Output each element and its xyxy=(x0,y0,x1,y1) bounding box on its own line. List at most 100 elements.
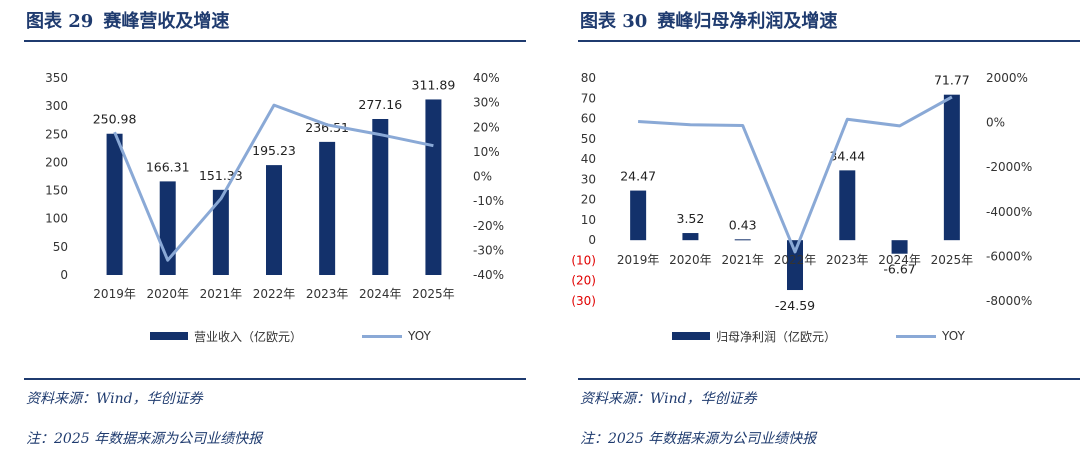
revenue-chart-panel: 图表 29 赛峰营收及增速 0 50 100 150 200 250 300 350 -40% -3… xyxy=(0,0,526,459)
figure-title-text: 赛峰营收及增速 xyxy=(103,11,230,32)
x-category-label: 2020年 xyxy=(146,287,189,301)
legend-bar-label: 归母净利润（亿欧元） xyxy=(716,329,837,344)
y-left-tick-label: 100 xyxy=(45,212,68,226)
y-left-tick-label: 60 xyxy=(581,112,596,126)
bar-data-label: 195.23 xyxy=(252,143,296,158)
source-note: 资料来源：Wind，华创证券 xyxy=(580,391,757,407)
bar-data-label: 236.51 xyxy=(305,120,349,135)
x-category-label: 2025年 xyxy=(412,287,455,301)
bar xyxy=(425,99,442,275)
source-divider xyxy=(24,378,526,380)
y-right-tick-label: -2000% xyxy=(986,160,1032,174)
bar-data-label: 311.89 xyxy=(412,77,456,92)
legend-line-swatch xyxy=(362,334,403,338)
x-category-label: 2025年 xyxy=(931,253,974,267)
bar-data-label: 24.47 xyxy=(620,169,656,184)
y-left-tick-label: 80 xyxy=(581,71,596,85)
y-left-tick-label: 70 xyxy=(581,91,596,105)
bar xyxy=(891,240,908,254)
bar-data-label: -24.59 xyxy=(775,298,815,313)
legend-bar-swatch xyxy=(150,332,188,340)
y-left-tick-label: 350 xyxy=(45,71,68,85)
bar-data-label: 34.44 xyxy=(829,148,865,163)
footnote: 注：2025 年数据来源为公司业绩快报 xyxy=(580,431,817,447)
y-right-tick-label: 0% xyxy=(986,116,1005,130)
y-right-tick-label: 40% xyxy=(473,71,500,85)
bar-data-label: 250.98 xyxy=(93,112,137,127)
x-category-label: 2022年 xyxy=(774,253,817,267)
y-left-tick-label: (10) xyxy=(571,253,596,267)
net-profit-chart-panel: 图表 30 赛峰归母净利润及增速 (30) (20) (10) 0 10 20 30 40 50 6… xyxy=(554,0,1080,459)
chart-legend: 营业收入（亿欧元） YOY xyxy=(150,326,431,346)
x-category-label: 2023年 xyxy=(306,287,349,301)
source-divider xyxy=(578,378,1080,380)
y-left-tick-label: 40 xyxy=(581,152,596,166)
y-right-tick-label: -40% xyxy=(473,268,504,282)
bar xyxy=(839,170,856,241)
bar-data-label: 166.31 xyxy=(146,159,190,174)
y-right-tick-label: 0% xyxy=(473,170,492,184)
figure-number: 图表 30 xyxy=(580,11,648,32)
yoy-line xyxy=(113,103,434,262)
bar-data-label: -6.67 xyxy=(883,262,915,277)
y-right-tick-label: -30% xyxy=(473,243,504,257)
net-profit-chart: (30) (20) (10) 0 10 20 30 40 50 60 70 80 -8000% -6000… xyxy=(571,71,1032,313)
legend-bar-swatch xyxy=(672,332,710,340)
y-right-tick-label: -10% xyxy=(473,194,504,208)
y-left-tick-label: 250 xyxy=(45,127,68,141)
y-right-tick-label: -20% xyxy=(473,219,504,233)
x-category-label: 2023年 xyxy=(826,253,869,267)
bar xyxy=(787,240,803,291)
bar xyxy=(212,189,229,275)
figure-title: 图表 29 赛峰营收及增速 xyxy=(26,8,229,36)
figure-title: 图表 30 赛峰归母净利润及增速 xyxy=(580,8,837,36)
x-category-label: 2020年 xyxy=(669,253,712,267)
bar-data-label: 277.16 xyxy=(358,97,402,112)
y-right-tick-label: 10% xyxy=(473,145,500,159)
bar xyxy=(106,133,123,275)
y-left-tick-label: (30) xyxy=(571,294,596,308)
bar xyxy=(682,233,699,241)
legend-line-label: YOY xyxy=(942,329,965,343)
y-right-tick-label: 20% xyxy=(473,120,500,134)
bar xyxy=(943,94,960,241)
bar-data-label: 71.77 xyxy=(934,73,970,88)
yoy-line xyxy=(638,95,953,254)
bar xyxy=(319,141,336,275)
x-category-label: 2024年 xyxy=(359,287,402,301)
y-left-tick-label: 50 xyxy=(581,132,596,146)
chart-legend: 归母净利润（亿欧元） YOY xyxy=(672,326,965,346)
figure-number: 图表 29 xyxy=(26,11,94,32)
y-right-tick-label: -8000% xyxy=(986,294,1032,308)
x-category-label: 2019年 xyxy=(617,253,660,267)
legend-bar-label: 营业收入（亿欧元） xyxy=(194,329,303,344)
bar xyxy=(372,118,389,276)
x-category-label: 2022年 xyxy=(253,287,296,301)
source-note: 资料来源：Wind，华创证券 xyxy=(26,391,203,407)
y-right-tick-label: 30% xyxy=(473,96,500,110)
bar xyxy=(734,239,751,241)
y-left-tick-label: 0 xyxy=(60,268,68,282)
y-left-tick-label: (20) xyxy=(571,274,596,288)
x-category-label: 2021年 xyxy=(200,287,243,301)
y-right-tick-label: -6000% xyxy=(986,249,1032,263)
figure-title-text: 赛峰归母净利润及增速 xyxy=(657,11,838,32)
y-left-tick-label: 20 xyxy=(581,193,596,207)
footnote: 注：2025 年数据来源为公司业绩快报 xyxy=(26,431,263,447)
legend-line-swatch xyxy=(896,334,937,338)
y-left-tick-label: 300 xyxy=(45,99,68,113)
x-category-label: 2024年 xyxy=(878,253,921,267)
y-left-tick-label: 150 xyxy=(45,184,68,198)
x-category-label: 2019年 xyxy=(93,287,136,301)
bar-data-label: 0.43 xyxy=(729,217,757,232)
y-left-tick-label: 0 xyxy=(588,233,596,247)
revenue-chart: 0 50 100 150 200 250 300 350 -40% -30% -20% -10% 0% 1… xyxy=(45,71,504,301)
y-left-tick-label: 200 xyxy=(45,155,68,169)
y-left-tick-label: 50 xyxy=(53,240,68,254)
title-divider xyxy=(578,40,1080,42)
y-left-tick-label: 10 xyxy=(581,213,596,227)
bar xyxy=(266,165,282,275)
y-right-tick-label: 2000% xyxy=(986,71,1028,85)
bar-data-label: 3.52 xyxy=(677,211,705,226)
legend-line-label: YOY xyxy=(408,329,431,343)
